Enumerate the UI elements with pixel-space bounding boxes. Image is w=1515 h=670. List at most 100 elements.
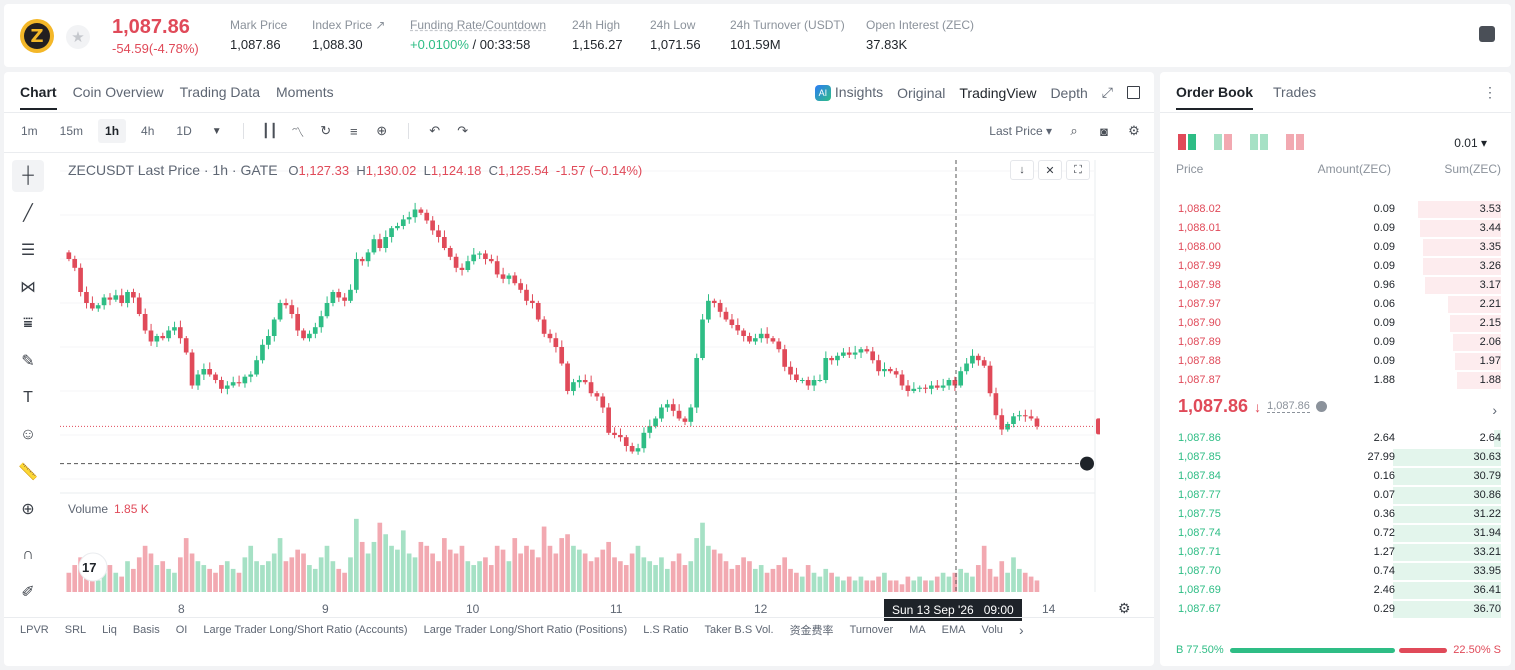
templates-icon[interactable]: ≡ xyxy=(349,123,358,139)
indicator-tab[interactable]: OI xyxy=(175,624,188,636)
indicator-tab[interactable]: Basis xyxy=(132,624,160,636)
tab-chart[interactable]: Chart xyxy=(20,84,57,110)
tab-insights[interactable]: AI Insights xyxy=(814,84,883,102)
indicators-icon[interactable]: 〽 xyxy=(291,124,305,140)
redo-icon[interactable]: ↷ xyxy=(457,123,469,138)
price-step-select[interactable]: 0.01 ▾ xyxy=(1454,136,1487,150)
indicator-tab[interactable]: MA xyxy=(909,624,926,636)
volume-bar xyxy=(629,553,635,592)
candle xyxy=(330,292,336,303)
tab-original[interactable]: Original xyxy=(897,84,946,101)
ask-row[interactable]: 1,087.90 0.09 2.15 xyxy=(1160,314,1511,333)
mode-bids-icon[interactable] xyxy=(1250,134,1268,150)
tab-moments[interactable]: Moments xyxy=(276,84,334,100)
stat-index-price[interactable]: Index Price ↗ 1,088.30 xyxy=(312,18,386,52)
indicator-tab[interactable]: Liq xyxy=(102,624,117,636)
bid-row[interactable]: 1,087.70 0.74 33.95 xyxy=(1160,562,1511,581)
bid-row[interactable]: 1,087.86 2.64 2.64 xyxy=(1160,429,1511,448)
timeframe-15m[interactable]: 15m xyxy=(59,124,84,138)
pattern-icon[interactable]: ⋈ xyxy=(20,279,36,296)
undo-icon[interactable]: ↶ xyxy=(429,123,441,138)
bid-row[interactable]: 1,087.75 0.36 31.22 xyxy=(1160,505,1511,524)
bid-row[interactable]: 1,087.69 2.46 36.41 xyxy=(1160,581,1511,600)
tab-trades[interactable]: Trades xyxy=(1273,84,1317,100)
mode-mixed-icon[interactable] xyxy=(1214,134,1232,150)
timeframe-1m[interactable]: 1m xyxy=(21,124,38,138)
price-type-select[interactable]: Last Price ▾ xyxy=(989,124,1052,138)
tab-order-book[interactable]: Order Book xyxy=(1176,84,1254,110)
ask-row[interactable]: 1,087.89 0.09 2.06 xyxy=(1160,333,1511,352)
bid-row[interactable]: 1,087.77 0.07 30.86 xyxy=(1160,486,1511,505)
magnet-icon[interactable]: ∩ xyxy=(22,546,34,563)
collapse-icon[interactable]: ✕ xyxy=(1038,160,1062,180)
axis-settings-icon[interactable]: ⚙ xyxy=(1118,600,1131,616)
emoji-icon[interactable]: ☺ xyxy=(19,426,37,443)
candles-icon[interactable]: ┃┃ xyxy=(261,123,278,138)
x-tick-label: 14 xyxy=(1042,602,1056,616)
order-price: 1,087.97 xyxy=(1178,298,1221,310)
maximize-icon[interactable]: ⛶ xyxy=(1066,160,1090,180)
mode-both-icon[interactable] xyxy=(1178,134,1196,150)
ask-row[interactable]: 1,088.00 0.09 3.35 xyxy=(1160,238,1511,257)
search-icon[interactable]: ⌕ xyxy=(1070,123,1078,138)
favorite-star-icon[interactable]: ★ xyxy=(66,25,90,49)
bid-row[interactable]: 1,087.74 0.72 31.94 xyxy=(1160,524,1511,543)
ask-row[interactable]: 1,087.88 0.09 1.97 xyxy=(1160,352,1511,371)
tab-depth[interactable]: Depth xyxy=(1050,84,1088,101)
chevron-right-icon[interactable]: › xyxy=(1018,622,1024,638)
ask-row[interactable]: 1,087.87 1.88 1.88 xyxy=(1160,371,1511,390)
chevron-right-icon[interactable]: › xyxy=(1492,402,1497,418)
candle xyxy=(84,292,89,303)
replay-icon[interactable]: ↻ xyxy=(320,123,332,138)
ask-row[interactable]: 1,088.02 0.09 3.53 xyxy=(1160,200,1511,219)
indicator-tab[interactable]: Large Trader Long/Short Ratio (Accounts) xyxy=(203,624,408,636)
brush-icon[interactable]: ✎ xyxy=(21,353,35,370)
arrow-down-icon[interactable]: ↓ xyxy=(1010,160,1034,180)
candle xyxy=(254,360,259,375)
trendline-icon[interactable]: ╱ xyxy=(23,205,33,222)
indicator-tab[interactable]: L.S Ratio xyxy=(643,624,689,636)
ask-row[interactable]: 1,087.99 0.09 3.26 xyxy=(1160,257,1511,276)
ask-row[interactable]: 1,087.97 0.06 2.21 xyxy=(1160,295,1511,314)
ask-row[interactable]: 1,088.01 0.09 3.44 xyxy=(1160,219,1511,238)
price-chart[interactable]: 1,320.001,280.001,240.001,200.001,160.00… xyxy=(60,160,1100,592)
crosshair-icon[interactable]: ┼ xyxy=(12,160,44,192)
indicator-tab[interactable]: Large Trader Long/Short Ratio (Positions… xyxy=(423,624,628,636)
divider xyxy=(242,123,244,139)
candle xyxy=(846,352,852,355)
channel-icon[interactable]: ☰ xyxy=(20,242,36,259)
window-icon[interactable] xyxy=(1127,86,1140,100)
bid-row[interactable]: 1,087.84 0.16 30.79 xyxy=(1160,467,1511,486)
alert-add-icon[interactable]: ⊕ xyxy=(376,123,388,138)
gear-icon[interactable]: ⚙ xyxy=(1128,123,1140,138)
tab-tradingview[interactable]: TradingView xyxy=(959,84,1037,101)
indicator-tab[interactable]: EMA xyxy=(941,624,966,636)
bid-row[interactable]: 1,087.67 0.29 36.70 xyxy=(1160,600,1511,619)
timeframe-1h[interactable]: 1h xyxy=(98,119,127,143)
tab-trading-data[interactable]: Trading Data xyxy=(179,84,261,100)
ask-row[interactable]: 1,087.98 0.96 3.17 xyxy=(1160,276,1511,295)
tab-coin-overview[interactable]: Coin Overview xyxy=(72,84,164,100)
camera-icon[interactable]: ◙ xyxy=(1100,123,1108,139)
expand-icon[interactable]: ⤢ xyxy=(1101,84,1113,101)
timeframe-1d[interactable]: 1D xyxy=(176,124,192,138)
indicator-tab[interactable]: 资金费率 xyxy=(789,625,834,637)
book-icon[interactable] xyxy=(1479,26,1495,42)
text-icon[interactable]: T xyxy=(23,389,33,406)
ruler-icon[interactable]: 📏 xyxy=(18,464,38,481)
timeframe-4h[interactable]: 4h xyxy=(141,124,155,138)
zoom-in-icon[interactable]: ⊕ xyxy=(21,501,35,518)
mode-asks-icon[interactable] xyxy=(1286,134,1304,150)
more-icon[interactable]: ⋮ xyxy=(1483,84,1497,100)
indicator-tab[interactable]: Volu xyxy=(981,624,1003,636)
indicator-tab[interactable]: Turnover xyxy=(849,624,894,636)
bid-row[interactable]: 1,087.71 1.27 33.21 xyxy=(1160,543,1511,562)
indicator-tab[interactable]: Taker B.S Vol. xyxy=(704,624,774,636)
volume-bar xyxy=(559,538,565,592)
pencil-lock-icon[interactable]: ✐ xyxy=(21,584,35,601)
fib-icon[interactable]: ⩸ xyxy=(23,315,33,332)
chevron-down-icon[interactable]: ▼ xyxy=(211,125,222,137)
indicator-tab[interactable]: SRL xyxy=(64,624,87,636)
bid-row[interactable]: 1,087.85 27.99 30.63 xyxy=(1160,448,1511,467)
indicator-tab[interactable]: LPVR xyxy=(20,624,49,636)
